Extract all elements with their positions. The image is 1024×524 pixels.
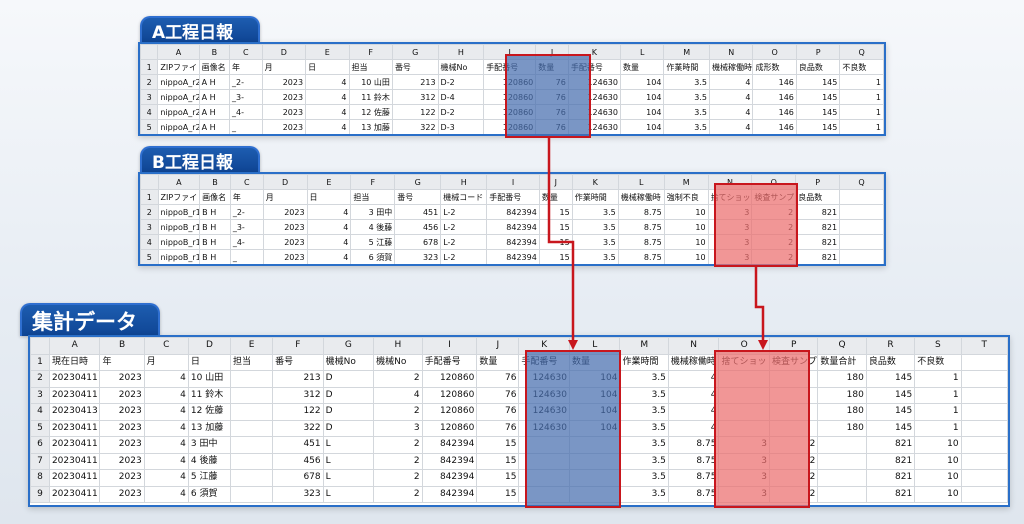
column-header[interactable]: C [143, 337, 189, 355]
summary-table: A B C D E F G H I J K L M N O P Q R S T 1 現在日時年月日担当 番号 機械No 機械No… [30, 337, 1008, 503]
column-header[interactable] [140, 44, 159, 60]
column-header[interactable]: L [619, 44, 665, 60]
row-header[interactable]: 4 [140, 104, 159, 120]
cell[interactable]: 323 [272, 485, 324, 503]
title-b-text: B工程日報 [152, 152, 233, 173]
cell[interactable]: 4 [143, 485, 189, 503]
column-header[interactable]: E [305, 44, 350, 60]
cell[interactable] [960, 485, 1008, 503]
highlight-a-order-qty [505, 54, 591, 138]
row-header[interactable]: 4 [140, 234, 159, 250]
cell[interactable]: 2023 [261, 119, 307, 134]
cell[interactable]: 番号 [391, 59, 439, 75]
cell[interactable]: 76 [476, 403, 520, 421]
column-header[interactable]: G [394, 174, 442, 190]
cell[interactable]: 8.75 [617, 249, 665, 264]
row-header[interactable]: 3 [140, 89, 159, 105]
column-header[interactable]: P [795, 44, 841, 60]
cell[interactable]: nippoB_r1 [157, 249, 201, 264]
row-header[interactable]: 9 [30, 485, 50, 503]
cell[interactable]: 13 加藤 [348, 119, 393, 134]
column-header[interactable]: F [348, 44, 393, 60]
highlight-b-shot-sample [714, 183, 798, 267]
cell[interactable]: 15 [476, 452, 520, 470]
cell[interactable]: 4 [709, 119, 754, 134]
cell[interactable]: 3.5 [619, 485, 669, 503]
cell[interactable]: 145 [865, 403, 916, 421]
cell[interactable]: 1 [839, 104, 884, 120]
title-summary-data: 集計データ [20, 303, 160, 336]
row-header[interactable]: 1 [140, 59, 159, 75]
cell[interactable]: _ [229, 249, 264, 264]
sheet-b-table: A B C D E F G H I J K L M N O P Q 1 ZIPファイ 画像名年月日担当 番号 機械コード手… [140, 174, 884, 264]
column-header[interactable]: Q [839, 44, 884, 60]
cell[interactable]: 4 [305, 119, 350, 134]
title-a-process-report: A工程日報 [140, 16, 260, 43]
cell[interactable]: 8.75 [617, 234, 665, 250]
column-header[interactable]: J [538, 174, 573, 190]
row-header[interactable]: 3 [140, 219, 159, 235]
column-header[interactable]: J [476, 337, 520, 355]
column-header[interactable]: S [914, 337, 962, 355]
row-header[interactable]: 1 [30, 353, 50, 371]
cell[interactable]: 2023 [99, 485, 145, 503]
title-summary-text: 集計データ [32, 309, 137, 334]
cell[interactable]: 15 [476, 485, 520, 503]
column-header[interactable]: C [229, 44, 263, 60]
cell[interactable]: _ [229, 119, 263, 134]
cell[interactable]: 322 [391, 119, 439, 134]
cell[interactable] [229, 485, 274, 503]
column-header[interactable]: H [373, 337, 423, 355]
arrow-b-head [758, 340, 768, 350]
cell[interactable]: 821 [865, 485, 916, 503]
cell[interactable]: 機械コード [440, 189, 488, 205]
cell[interactable]: nippoA_r2 [157, 119, 200, 134]
title-a-text: A工程日報 [152, 22, 234, 43]
column-header[interactable]: O [752, 44, 797, 60]
cell[interactable]: 4 [306, 249, 352, 264]
highlight-summary-shot-sample [714, 350, 810, 508]
row-header[interactable]: 5 [140, 249, 159, 264]
cell[interactable]: 2 [373, 452, 423, 470]
column-header[interactable]: A [157, 44, 200, 60]
cell[interactable]: 104 [619, 119, 665, 134]
column-header[interactable]: K [571, 174, 619, 190]
highlight-summary-order-qty [525, 350, 621, 508]
sheet-a-table: A B C D E F G H I J K L M N O P Q 1 ZIPファイ 画像名年月日担当 番号 機械No 手配… [140, 44, 884, 134]
cell[interactable]: 1 [839, 119, 884, 134]
cell[interactable]: L-2 [440, 249, 488, 264]
cell[interactable]: 104 [619, 89, 665, 105]
column-header[interactable]: I [421, 337, 478, 355]
row-header[interactable]: 5 [140, 119, 159, 134]
arrow-a-head [568, 340, 578, 350]
cell[interactable]: 145 [795, 119, 841, 134]
cell[interactable]: 6 須賀 [187, 485, 231, 503]
column-header[interactable]: R [865, 337, 916, 355]
cell[interactable] [839, 249, 884, 264]
column-header[interactable]: H [440, 174, 488, 190]
row-header[interactable]: 1 [140, 189, 159, 205]
cell[interactable]: 2 [373, 485, 423, 503]
column-header[interactable]: B [99, 337, 145, 355]
row-header[interactable]: 8 [30, 469, 50, 487]
cell[interactable]: 76 [476, 370, 520, 388]
cell[interactable]: 122 [391, 104, 439, 120]
column-header[interactable]: D [187, 337, 231, 355]
column-header[interactable]: A [48, 337, 101, 355]
cell[interactable]: A H [198, 119, 231, 134]
sheet-summary: A B C D E F G H I J K L M N O P Q R S T 1 現在日時年月日担当 番号 機械No 機械No… [28, 335, 1010, 507]
title-b-process-report: B工程日報 [140, 146, 260, 173]
arrow-b-to-summary [754, 267, 765, 343]
arrow-a-to-summary [547, 138, 575, 343]
